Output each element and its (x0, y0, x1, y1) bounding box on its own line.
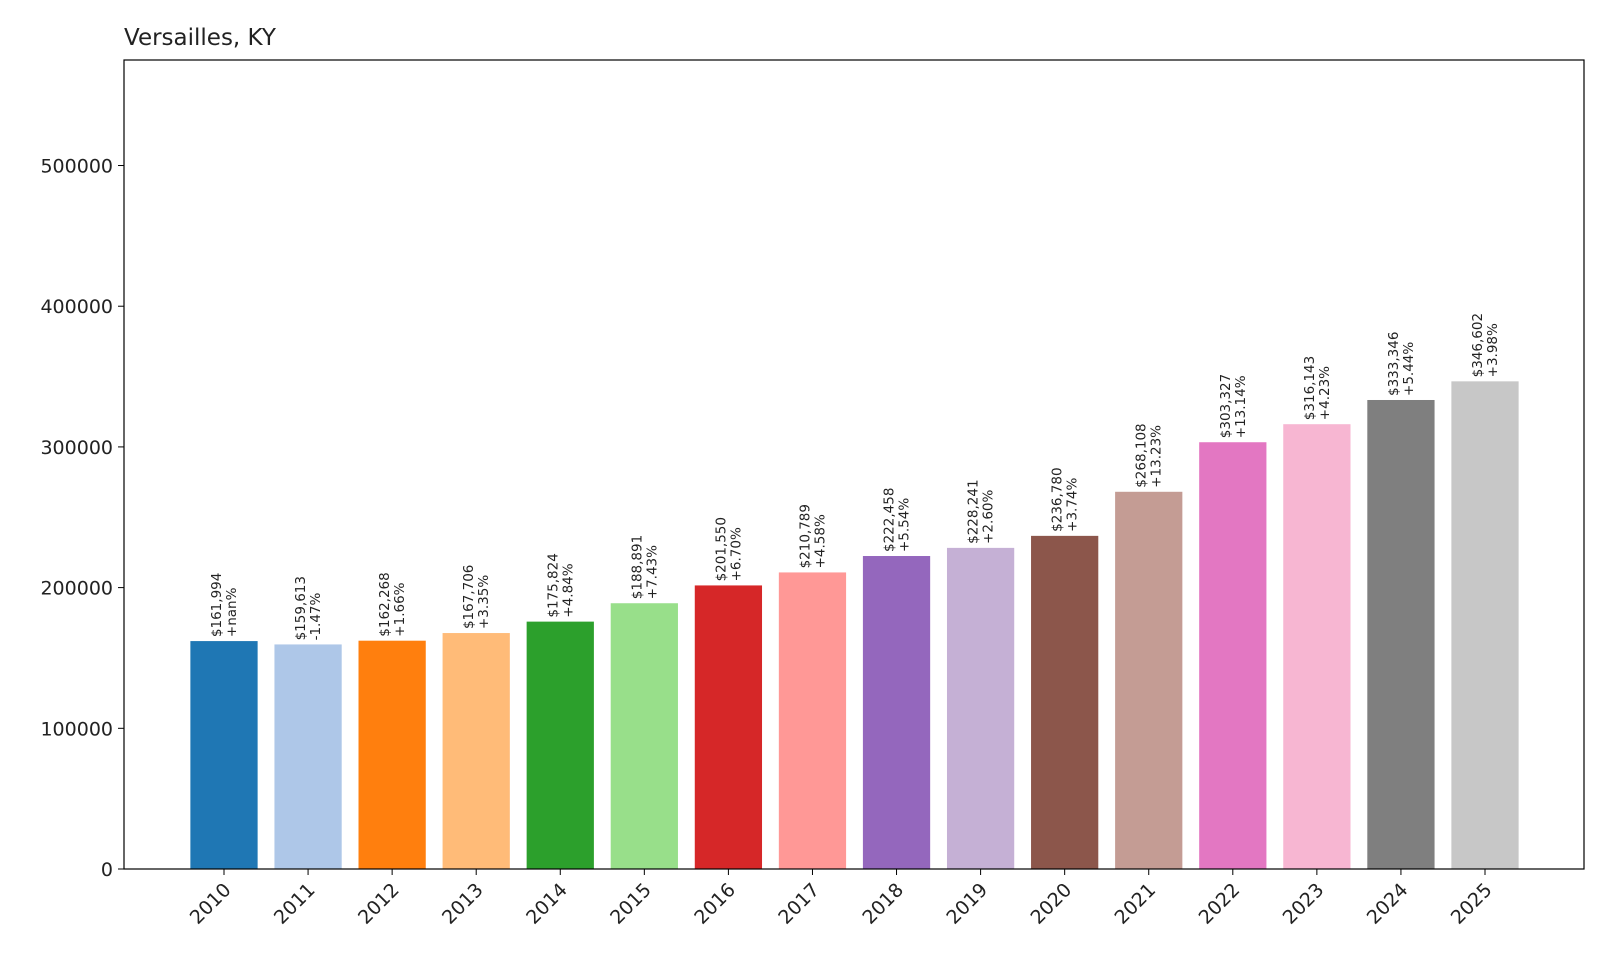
bar-value-label-2014: $175,824+4.84% (545, 553, 576, 617)
bar-value: $222,458 (882, 488, 898, 552)
bar-value-label-2012: $162,268+1.66% (377, 572, 408, 636)
bar-change: +5.54% (897, 498, 913, 552)
x-tick-label-2020: 2020 (1026, 879, 1076, 929)
bar-change: +2.60% (981, 490, 997, 544)
bar-value: $346,602 (1470, 313, 1486, 377)
plot-frame (123, 59, 1585, 870)
x-tick-label-2022: 2022 (1195, 879, 1245, 929)
bar-change: +13.14% (1233, 375, 1249, 438)
bar-2023 (1283, 424, 1351, 869)
bar-change: +6.70% (728, 527, 744, 581)
bar-2015 (610, 603, 678, 869)
x-tick-label-2012: 2012 (354, 879, 404, 929)
bar-2012 (358, 640, 426, 869)
bar-2016 (694, 585, 763, 869)
bar-2022 (1199, 442, 1267, 869)
bar-2025 (1451, 381, 1519, 869)
bar-value-label-2015: $188,891+7.43% (629, 535, 660, 599)
bar-change: +3.74% (1065, 477, 1081, 531)
bar-2013 (442, 633, 510, 869)
bar-value: $159,613 (293, 576, 309, 640)
bar-value: $161,994 (209, 573, 225, 637)
bar-value-label-2010: $161,994+nan% (209, 573, 240, 637)
bar-2019 (946, 547, 1015, 869)
bar-value-label-2019: $228,241+2.60% (966, 479, 997, 543)
bar-value: $268,108 (1134, 423, 1150, 487)
bar-change: +5.44% (1401, 342, 1417, 396)
x-tick-label-2021: 2021 (1111, 879, 1161, 929)
bar-2011 (274, 644, 342, 869)
bar-change: +4.58% (812, 514, 828, 568)
bar-value-label-2022: $303,327+13.14% (1218, 374, 1249, 438)
bar-value-label-2016: $201,550+6.70% (713, 517, 744, 581)
bar-value-label-2020: $236,780+3.74% (1050, 467, 1081, 531)
y-axis: 0 100000 200000 300000 400000 500000 (40, 156, 124, 881)
bar-value: $175,824 (545, 553, 561, 617)
bar-change: +nan% (224, 587, 240, 637)
bar-change: +4.84% (560, 563, 576, 617)
bar-labels-group: $161,994+nan% $159,613-1.47% $162,268+1.66… (209, 313, 1501, 641)
bar-value: $303,327 (1218, 374, 1234, 438)
bar-value: $210,789 (797, 504, 813, 568)
x-tick-label-2017: 2017 (774, 879, 824, 929)
bar-change: -1.47% (308, 593, 324, 641)
y-tick-label-300000: 300000 (40, 437, 113, 459)
x-tick-label-2018: 2018 (858, 879, 908, 929)
bar-value-label-2018: $222,458+5.54% (882, 488, 913, 552)
y-tick-label-400000: 400000 (40, 296, 113, 318)
x-tick-label-2016: 2016 (690, 879, 740, 929)
bar-value: $167,706 (461, 565, 477, 629)
bar-value: $228,241 (966, 479, 982, 543)
bar-value-label-2021: $268,108+13.23% (1134, 423, 1165, 487)
bar-2024 (1367, 399, 1435, 869)
bar-2020 (1031, 535, 1099, 869)
x-tick-label-2023: 2023 (1279, 879, 1329, 929)
x-tick-label-2024: 2024 (1363, 879, 1413, 929)
x-tick-label-2013: 2013 (438, 879, 488, 929)
bar-change: +1.66% (392, 582, 408, 636)
bar-change: +13.23% (1149, 425, 1165, 488)
bar-change: +3.98% (1485, 323, 1501, 377)
bar-value-label-2024: $333,346+5.44% (1386, 332, 1417, 396)
bar-value-label-2013: $167,706+3.35% (461, 565, 492, 629)
bar-value-label-2023: $316,143+4.23% (1302, 356, 1333, 420)
bar-value: $316,143 (1302, 356, 1318, 420)
bar-2010 (190, 641, 258, 869)
bar-value-label-2017: $210,789+4.58% (797, 504, 828, 568)
bar-value: $236,780 (1050, 467, 1066, 531)
bar-value: $162,268 (377, 572, 393, 636)
y-tick-label-0: 0 (101, 859, 113, 881)
x-axis: 2010 2011 2012 2013 2014 2015 2016 2017 2018 2019… (186, 869, 1497, 929)
bar-2021 (1115, 491, 1183, 869)
y-tick-label-100000: 100000 (40, 718, 113, 740)
bar-change: +7.43% (644, 545, 660, 599)
bar-2014 (526, 621, 594, 869)
y-tick-label-500000: 500000 (40, 156, 113, 178)
bar-value: $188,891 (629, 535, 645, 599)
x-tick-label-2010: 2010 (186, 879, 236, 929)
bar-value: $333,346 (1386, 332, 1402, 396)
bar-change: +3.35% (476, 575, 492, 629)
chart-title: Versailles, KY (124, 25, 277, 51)
bars-group (190, 381, 1519, 869)
x-tick-label-2015: 2015 (606, 879, 656, 929)
x-tick-label-2019: 2019 (942, 879, 992, 929)
bar-value-label-2011: $159,613-1.47% (293, 576, 324, 640)
bar-2017 (778, 572, 847, 869)
bar-value: $201,550 (713, 517, 729, 581)
x-tick-label-2025: 2025 (1447, 879, 1497, 929)
bar-value-label-2025: $346,602+3.98% (1470, 313, 1501, 377)
bar-2018 (862, 556, 931, 869)
y-tick-label-200000: 200000 (40, 578, 113, 600)
x-tick-label-2014: 2014 (522, 879, 572, 929)
x-tick-label-2011: 2011 (270, 879, 320, 929)
bar-change: +4.23% (1317, 366, 1333, 420)
